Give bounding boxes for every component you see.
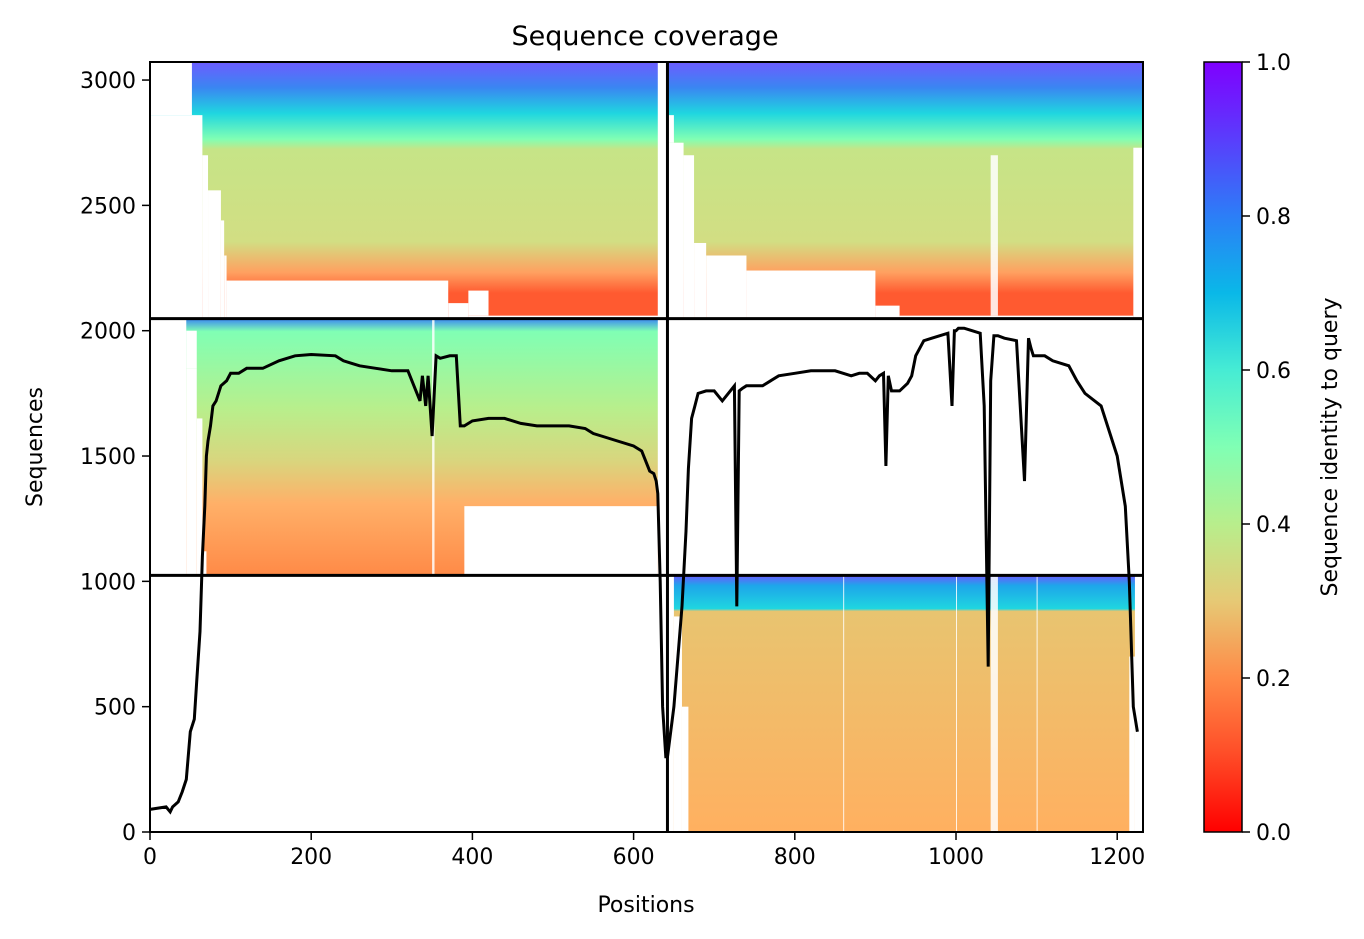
coverage-line (149, 326, 1139, 815)
coverage-gap-mask (657, 318, 668, 576)
coverage-gap-streak (1036, 575, 1038, 832)
block-top-left (150, 62, 668, 319)
coverage-gap-mask (1133, 147, 1143, 319)
coverage-gap-mask (706, 255, 747, 319)
colorbar-label: Sequence identity to query (1318, 297, 1343, 596)
coverage-gap-mask (468, 315, 666, 319)
coverage-gap-mask (1129, 656, 1135, 832)
coverage-gap-mask (899, 315, 1134, 319)
coverage-gap-mask (224, 255, 227, 319)
y-tick-label: 2500 (80, 194, 136, 219)
y-tick-label: 0 (122, 821, 136, 846)
x-axis-label: Positions (597, 893, 694, 918)
coverage-gap-mask (694, 242, 707, 319)
x-tick-label: 0 (143, 845, 157, 870)
coverage-gap-mask (468, 290, 489, 316)
coverage-gap-mask (150, 62, 192, 116)
coverage-gap-mask (196, 418, 203, 576)
x-tick-label: 200 (290, 845, 332, 870)
y-axis-label: Sequences (23, 387, 48, 507)
coverage-gap-streak (990, 575, 998, 832)
colorbar-gradient-bar (1203, 61, 1243, 833)
y-tick-label: 1000 (80, 570, 136, 595)
coverage-gap-streak (432, 318, 435, 576)
coverage-gap-mask (746, 270, 876, 319)
x-tick-label: 800 (774, 845, 816, 870)
coverage-gap-mask (683, 155, 695, 319)
plot-frame (149, 61, 1144, 833)
block-bottom-right (667, 575, 1143, 832)
colorbar-ticks: 0.0 0.2 0.4 0.6 0.8 1.0 (1242, 51, 1291, 846)
coverage-gap-streak (956, 575, 958, 832)
coverage-gap-mask (226, 280, 449, 319)
colorbar-tick-label: 0.4 (1256, 513, 1291, 538)
x-tick-label: 1200 (1089, 845, 1145, 870)
coverage-gap-mask (1134, 575, 1143, 832)
y-tick-label: 3000 (80, 69, 136, 94)
coverage-blocks (150, 62, 1143, 832)
x-tick-label: 400 (451, 845, 493, 870)
coverage-gap-mask (667, 115, 674, 143)
colorbar: 0.0 0.2 0.4 0.6 0.8 1.0 Sequence identity to … (1203, 51, 1343, 846)
coverage-gap-mask (202, 155, 209, 319)
y-tick-label: 1500 (80, 445, 136, 470)
coverage-gap-streak (990, 155, 998, 316)
x-tick-label: 600 (613, 845, 655, 870)
coverage-gap-mask (150, 115, 203, 319)
coverage-gap-mask (208, 190, 221, 319)
coverage-gap-mask (673, 616, 682, 832)
coverage-gap-streak (843, 575, 845, 832)
x-axis: 0 200 400 600 800 1000 1200 (143, 832, 1145, 870)
y-axis: 0 500 1000 1500 2000 2500 3000 (80, 69, 150, 846)
y-tick-label: 2000 (80, 320, 136, 345)
colorbar-tick-label: 0.2 (1256, 667, 1291, 692)
coverage-gap-mask (448, 303, 469, 319)
coverage-gap-mask (202, 551, 207, 576)
colorbar-tick-label: 1.0 (1256, 51, 1291, 76)
coverage-gap-mask (667, 575, 674, 832)
block-boundaries (150, 62, 1143, 832)
coverage-gap-mask (667, 142, 684, 319)
coverage-gap-mask (657, 62, 668, 319)
coverage-gap-mask (220, 220, 225, 319)
x-tick-label: 1000 (928, 845, 984, 870)
coverage-gap-mask (186, 330, 197, 369)
coverage-gaps (432, 155, 1038, 832)
coverage-gap-mask (681, 706, 689, 832)
coverage-gap-mask (186, 368, 197, 576)
coverage-gap-mask (464, 506, 658, 576)
y-tick-label: 500 (94, 696, 136, 721)
colorbar-tick-label: 0.0 (1256, 821, 1291, 846)
colorbar-tick-label: 0.6 (1256, 359, 1291, 384)
colorbar-tick-label: 0.8 (1256, 205, 1291, 230)
coverage-gap-mask (150, 318, 187, 576)
chart-title: Sequence coverage (511, 21, 778, 52)
coverage-gap-mask (875, 305, 900, 319)
plot-area (149, 61, 1144, 833)
